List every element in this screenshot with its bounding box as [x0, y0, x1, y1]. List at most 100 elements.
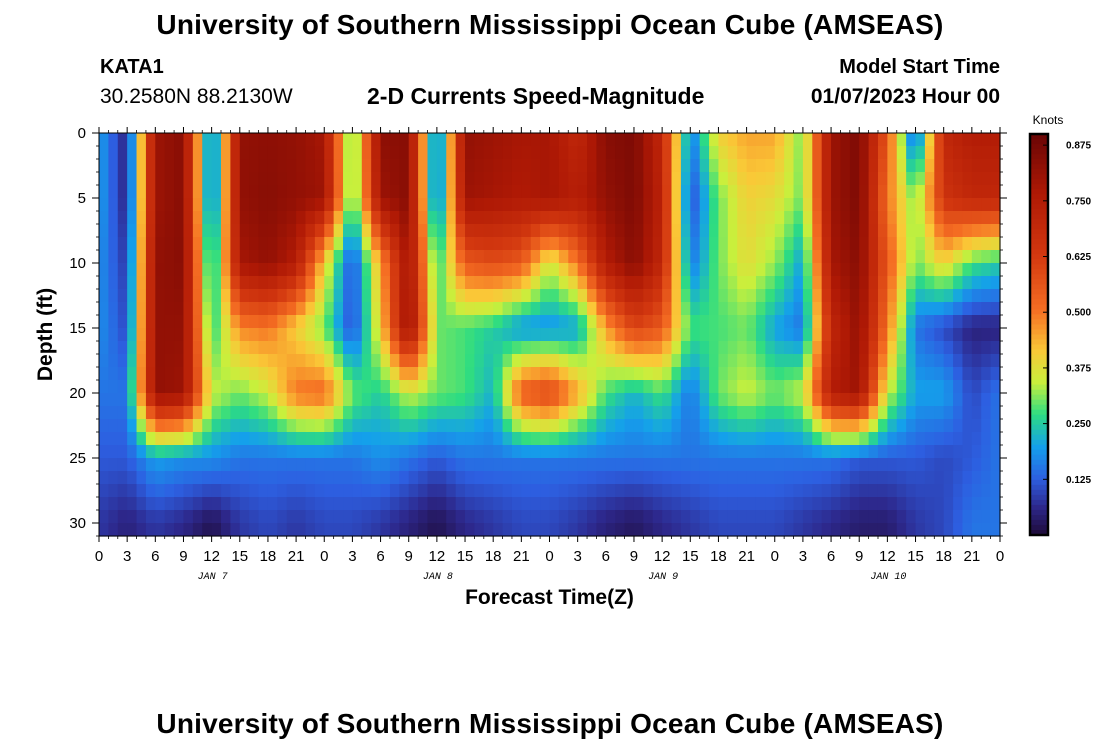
- heatmap-cell: [868, 289, 879, 303]
- heatmap-cell: [549, 406, 560, 420]
- heatmap-cell: [652, 185, 663, 199]
- heatmap-cell: [108, 419, 119, 433]
- heatmap-cell: [990, 393, 1001, 407]
- heatmap-cell: [896, 367, 907, 381]
- heatmap-cell: [164, 484, 175, 498]
- heatmap-cell: [737, 276, 748, 290]
- heatmap-cell: [906, 211, 917, 225]
- heatmap-cell: [399, 198, 410, 212]
- heatmap-cell: [511, 419, 522, 433]
- heatmap-cell: [249, 393, 260, 407]
- heatmap-cell: [474, 445, 485, 459]
- heatmap-cell: [849, 510, 860, 524]
- heatmap-cell: [924, 185, 935, 199]
- colorbar: [1030, 134, 1048, 536]
- x-tick-label: 12: [879, 548, 896, 565]
- heatmap-cell: [812, 198, 823, 212]
- heatmap-cell: [849, 328, 860, 342]
- heatmap-cell: [371, 250, 382, 264]
- heatmap-cell: [915, 471, 926, 485]
- heatmap-cell: [784, 393, 795, 407]
- heatmap-cell: [849, 523, 860, 537]
- heatmap-cell: [746, 432, 757, 446]
- heatmap-cell: [380, 380, 391, 394]
- heatmap-cell: [314, 497, 325, 511]
- heatmap-cell: [859, 510, 870, 524]
- heatmap-cell: [305, 497, 316, 511]
- heatmap-cell: [164, 380, 175, 394]
- heatmap-cell: [671, 211, 682, 225]
- heatmap-cell: [924, 159, 935, 173]
- heatmap-cell: [530, 458, 541, 472]
- heatmap-cell: [934, 263, 945, 277]
- heatmap-cell: [493, 146, 504, 160]
- heatmap-cell: [474, 419, 485, 433]
- heatmap-cell: [436, 510, 447, 524]
- heatmap-cell: [671, 328, 682, 342]
- heatmap-cell: [371, 237, 382, 251]
- heatmap-cell: [906, 159, 917, 173]
- heatmap-cell: [671, 198, 682, 212]
- heatmap-cell: [465, 419, 476, 433]
- heatmap-cell: [802, 380, 813, 394]
- heatmap-cell: [755, 159, 766, 173]
- heatmap-cell: [915, 263, 926, 277]
- heatmap-cell: [633, 250, 644, 264]
- heatmap-cell: [981, 276, 992, 290]
- heatmap-cell: [540, 146, 551, 160]
- heatmap-cell: [502, 315, 513, 329]
- colorbar-segment: [1030, 529, 1048, 536]
- heatmap-cell: [540, 458, 551, 472]
- heatmap-cell: [399, 458, 410, 472]
- heatmap-cell: [868, 185, 879, 199]
- heatmap-cell: [474, 133, 485, 147]
- heatmap-cell: [267, 133, 278, 147]
- heatmap-cell: [765, 302, 776, 316]
- heatmap-cell: [615, 289, 626, 303]
- heatmap-cell: [924, 224, 935, 238]
- heatmap-cell: [540, 523, 551, 537]
- heatmap-cell: [427, 510, 438, 524]
- heatmap-cell: [549, 315, 560, 329]
- heatmap-cell: [915, 354, 926, 368]
- heatmap-cell: [765, 315, 776, 329]
- heatmap-cell: [155, 276, 166, 290]
- heatmap-cell: [784, 367, 795, 381]
- heatmap-cell: [896, 146, 907, 160]
- heatmap-cell: [493, 250, 504, 264]
- heatmap-cell: [718, 328, 729, 342]
- heatmap-cell: [155, 445, 166, 459]
- heatmap-cell: [511, 289, 522, 303]
- heatmap-cell: [145, 484, 156, 498]
- heatmap-cell: [296, 289, 307, 303]
- heatmap-cell: [127, 250, 138, 264]
- heatmap-cell: [521, 393, 532, 407]
- heatmap-cell: [305, 315, 316, 329]
- heatmap-cell: [530, 380, 541, 394]
- heatmap-cell: [324, 523, 335, 537]
- heatmap-cell: [943, 341, 954, 355]
- heatmap-cell: [249, 354, 260, 368]
- heatmap-cell: [174, 458, 185, 472]
- heatmap-cell: [990, 302, 1001, 316]
- heatmap-cell: [277, 406, 288, 420]
- heatmap-cell: [99, 445, 109, 459]
- heatmap-cell: [521, 159, 532, 173]
- heatmap-cell: [887, 237, 898, 251]
- heatmap-cell: [324, 302, 335, 316]
- heatmap-cell: [568, 380, 579, 394]
- heatmap-cell: [361, 354, 372, 368]
- heatmap-cell: [802, 445, 813, 459]
- heatmap-cell: [136, 367, 147, 381]
- heatmap-cell: [436, 159, 447, 173]
- heatmap-cell: [493, 289, 504, 303]
- heatmap-cell: [953, 224, 964, 238]
- heatmap-cell: [624, 484, 635, 498]
- heatmap-cell: [493, 523, 504, 537]
- heatmap-cell: [380, 146, 391, 160]
- heatmap-cell: [859, 484, 870, 498]
- heatmap-cell: [568, 497, 579, 511]
- heatmap-cell: [343, 432, 354, 446]
- heatmap-cell: [136, 419, 147, 433]
- heatmap-cell: [202, 367, 213, 381]
